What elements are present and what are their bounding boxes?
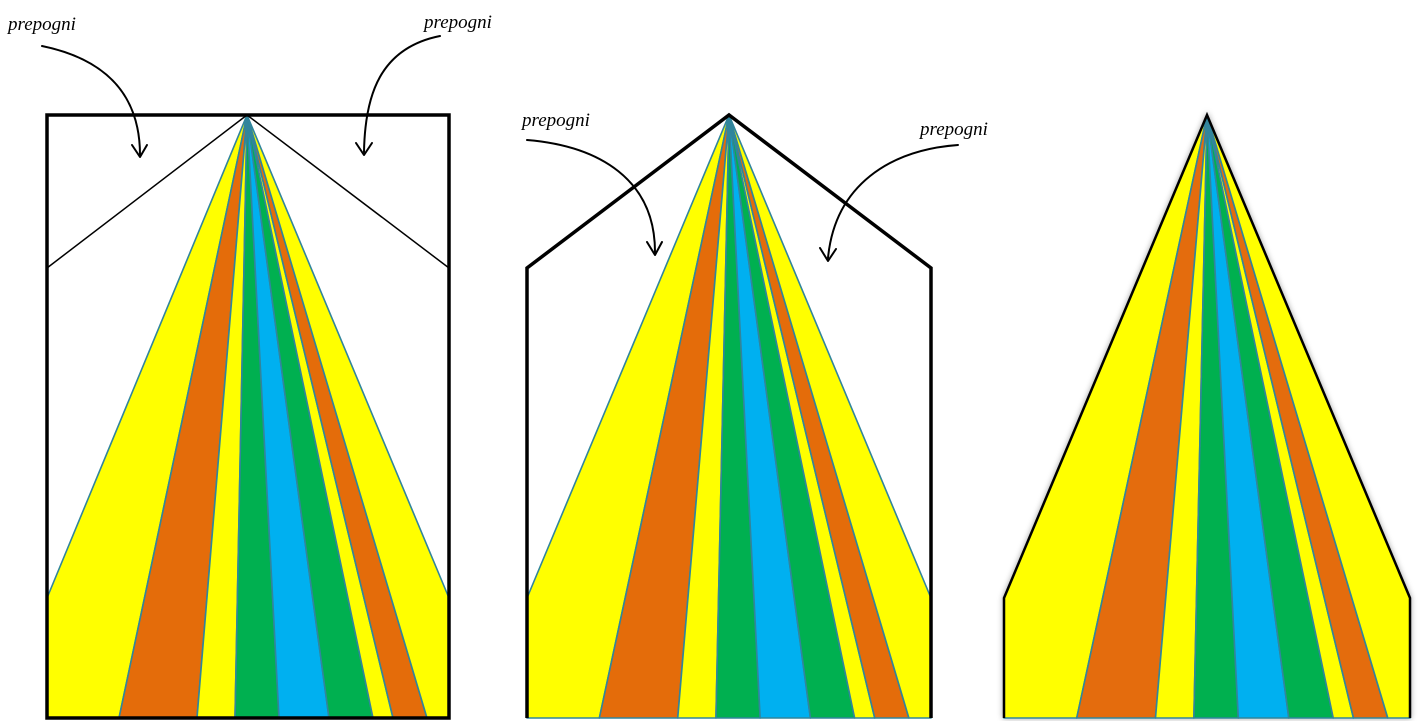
label-prepogni-left: prepogni [520,110,590,131]
stripe-fan [526,114,932,719]
arrow-left [41,45,141,156]
panel-step-2: prepogni prepogni [520,110,988,719]
arrowhead-right [819,247,837,262]
arrowhead-right [355,142,373,156]
arrow-right [827,144,959,259]
paper-outline [45,113,451,720]
arrow-right [363,35,441,153]
arrowhead-left [646,241,663,256]
label-prepogni-right: prepogni [918,119,988,140]
fold-line-right [246,114,450,269]
stripe-fan [46,114,450,719]
stripe-fan [1003,114,1411,719]
paper-outline [525,112,933,718]
panel-step-3 [1002,111,1412,719]
label-prepogni-left: prepogni [6,14,76,35]
label-prepogni-right: prepogni [422,12,492,33]
arrowhead-left [131,144,148,158]
paper-outline [1002,111,1412,718]
fold-line-left [46,114,248,269]
arrow-left [526,139,656,253]
panel-step-1: prepogni prepogni [6,12,492,720]
